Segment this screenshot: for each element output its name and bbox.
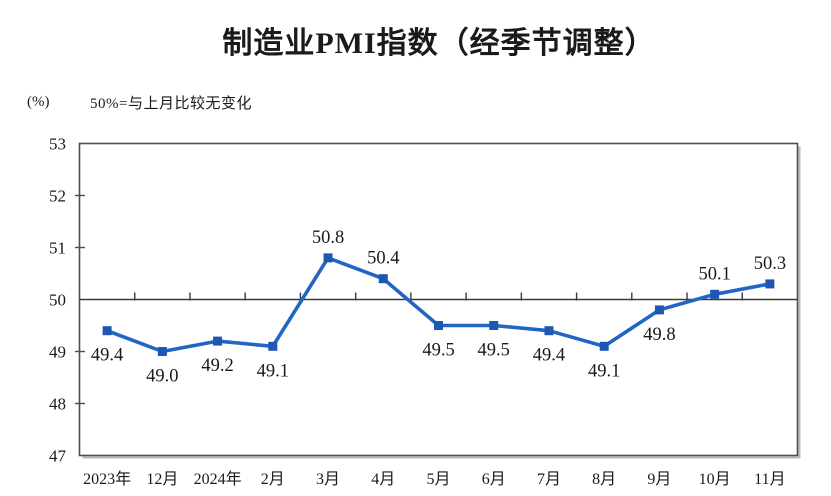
y-axis-tick-label: 50 xyxy=(49,291,66,310)
data-point-label: 49.2 xyxy=(201,356,233,376)
data-point-marker xyxy=(544,326,554,336)
data-point-label: 50.1 xyxy=(698,264,730,284)
data-point-marker xyxy=(102,326,112,336)
data-point-label: 49.1 xyxy=(257,361,289,381)
x-axis-label: 2月 xyxy=(261,471,285,488)
data-point-marker xyxy=(434,321,443,330)
data-point-marker xyxy=(654,305,664,315)
data-point-label: 49.5 xyxy=(478,341,510,361)
x-axis-label: 2024年 xyxy=(194,470,242,488)
data-point-label: 50.8 xyxy=(312,228,344,248)
chart-title: 制造业PMI指数（经季节调整） xyxy=(222,27,656,60)
x-axis-label: 9月 xyxy=(647,471,671,488)
data-point-marker xyxy=(599,341,609,351)
data-point-marker xyxy=(323,253,333,263)
x-axis-label: 12月 xyxy=(146,471,178,488)
x-axis-label: 3月 xyxy=(316,471,340,488)
data-point-marker xyxy=(489,321,499,330)
x-axis-label: 10月 xyxy=(699,471,731,488)
data-point-label: 49.1 xyxy=(588,361,620,381)
data-point-label: 49.4 xyxy=(91,346,123,366)
y-axis-tick-label: 47 xyxy=(49,447,67,466)
data-point-label: 49.4 xyxy=(533,346,565,366)
y-axis-tick-label: 48 xyxy=(49,395,66,414)
data-point-marker xyxy=(213,336,223,346)
y-axis-tick-label: 49 xyxy=(49,343,66,362)
data-point-marker xyxy=(765,279,775,289)
y-axis-tick-label: 53 xyxy=(49,135,66,154)
data-point-label: 49.8 xyxy=(643,325,675,345)
x-axis-label: 6月 xyxy=(482,471,506,488)
data-point-label: 50.4 xyxy=(367,249,399,269)
data-point-label: 49.5 xyxy=(422,341,454,361)
data-point-marker xyxy=(378,274,388,284)
x-axis-label: 5月 xyxy=(426,471,450,488)
x-axis-label: 7月 xyxy=(537,471,561,488)
y-axis-tick-label: 51 xyxy=(49,239,66,258)
x-axis-label: 8月 xyxy=(592,471,616,488)
reference-note: 50%=与上月比较无变化 xyxy=(90,96,252,112)
data-point-marker xyxy=(268,341,278,351)
data-point-label: 49.0 xyxy=(146,367,178,387)
y-axis-unit-label: (%) xyxy=(27,94,50,110)
data-point-marker xyxy=(157,347,167,356)
data-point-label: 50.3 xyxy=(754,254,786,274)
x-axis-label: 11月 xyxy=(754,471,785,488)
x-axis-label: 2023年 xyxy=(83,470,131,488)
y-axis-tick-label: 52 xyxy=(49,187,66,206)
x-axis-label: 4月 xyxy=(371,471,395,488)
data-point-marker xyxy=(710,289,720,299)
